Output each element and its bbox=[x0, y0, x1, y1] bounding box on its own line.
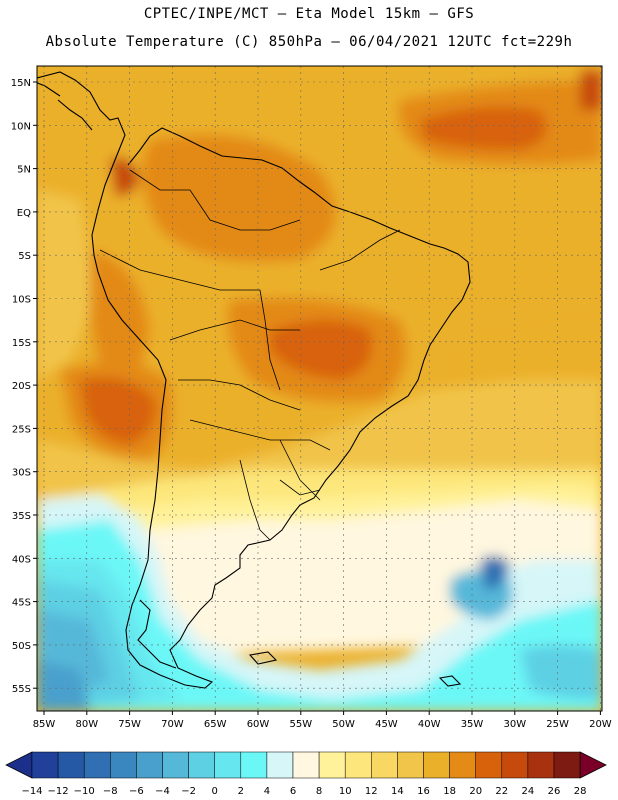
y-tick-label: 20S bbox=[12, 381, 31, 392]
y-tick-label: 5S bbox=[18, 251, 31, 262]
colorbar-swatch bbox=[31, 751, 59, 779]
colorbar-arrow-high bbox=[579, 751, 607, 779]
chart-title-line-2: Absolute Temperature (C) 850hPa – 06/04/… bbox=[45, 34, 573, 50]
x-tick-label: 30W bbox=[503, 719, 526, 730]
colorbar-label: 8 bbox=[316, 786, 322, 797]
x-tick-label: 85W bbox=[33, 719, 56, 730]
y-tick-label: 50S bbox=[12, 641, 31, 652]
x-tick-label: 60W bbox=[247, 719, 270, 730]
x-tick-label: 25W bbox=[546, 719, 569, 730]
map-gridlines bbox=[37, 66, 602, 711]
country-borders bbox=[99, 169, 401, 541]
colorbar-label: 26 bbox=[548, 786, 561, 797]
colorbar-swatch bbox=[214, 751, 242, 779]
colorbar-swatch bbox=[136, 751, 163, 779]
y-tick-label: 10S bbox=[12, 295, 31, 306]
x-tick-label: 20W bbox=[589, 719, 612, 730]
colorbar-label: 16 bbox=[417, 786, 430, 797]
colorbar-swatch bbox=[188, 751, 215, 779]
colorbar-label: −14 bbox=[21, 786, 42, 797]
x-tick-label: 55W bbox=[289, 719, 312, 730]
colorbar-label: 10 bbox=[339, 786, 352, 797]
colorbar-label: 6 bbox=[290, 786, 296, 797]
y-tick-label: 45S bbox=[12, 598, 31, 609]
y-tick-label: 10N bbox=[11, 121, 31, 132]
colorbar-label: 24 bbox=[522, 786, 535, 797]
colorbar-swatch bbox=[110, 751, 137, 779]
colorbar-swatch bbox=[83, 751, 111, 779]
x-tick-label: 50W bbox=[332, 719, 355, 730]
y-tick-label: 15N bbox=[11, 78, 31, 89]
colorbar-label: −6 bbox=[129, 786, 144, 797]
colorbar-swatch bbox=[292, 751, 320, 779]
y-tick-label: 40S bbox=[12, 554, 31, 565]
colorbar-label: 0 bbox=[212, 786, 218, 797]
x-tick-label: 45W bbox=[375, 719, 398, 730]
colorbar-arrow-low bbox=[5, 751, 33, 779]
y-tick-label: 30S bbox=[12, 468, 31, 479]
colorbar-label: 2 bbox=[238, 786, 244, 797]
x-tick-label: 70W bbox=[161, 719, 184, 730]
colorbar-label: −8 bbox=[103, 786, 118, 797]
colorbar-label: 12 bbox=[365, 786, 378, 797]
x-tick-label: 40W bbox=[418, 719, 441, 730]
longitude-axis: 85W 80W 75W 70W 65W 60W 55W 50W 45W 40W 35W 30W 25W 2… bbox=[33, 711, 612, 730]
map-frame bbox=[36, 65, 603, 712]
colorbar-swatch bbox=[553, 751, 581, 779]
colorbar-label: 22 bbox=[495, 786, 508, 797]
chart-title-line-1: CPTEC/INPE/MCT – Eta Model 15km – GFS bbox=[143, 6, 475, 22]
colorbar: −14 −12 −10 −8 −6 −4 −2 0 2 4 6 8 10 12 14 16 18 20 22 24 26… bbox=[5, 751, 607, 797]
colorbar-label: −4 bbox=[155, 786, 170, 797]
x-tick-label: 35W bbox=[461, 719, 484, 730]
colorbar-swatch bbox=[162, 751, 189, 779]
y-tick-label: 15S bbox=[12, 338, 31, 349]
colorbar-swatch bbox=[423, 751, 450, 779]
colorbar-swatch bbox=[318, 751, 346, 779]
y-tick-label: EQ bbox=[17, 208, 31, 219]
x-tick-label: 80W bbox=[75, 719, 98, 730]
colorbar-swatch bbox=[344, 751, 372, 779]
colorbar-label: 18 bbox=[443, 786, 456, 797]
colorbar-swatch bbox=[475, 751, 503, 779]
colorbar-label: −10 bbox=[74, 786, 95, 797]
x-tick-label: 65W bbox=[204, 719, 227, 730]
colorbar-swatch bbox=[57, 751, 85, 779]
colorbar-swatch bbox=[266, 751, 294, 779]
coastline bbox=[37, 71, 471, 689]
colorbar-swatch bbox=[397, 751, 424, 779]
y-tick-label: 5N bbox=[17, 165, 31, 176]
x-tick-label: 75W bbox=[118, 719, 141, 730]
colorbar-label: −2 bbox=[181, 786, 196, 797]
colorbar-swatch bbox=[240, 751, 268, 779]
colorbar-label: 20 bbox=[469, 786, 482, 797]
colorbar-swatch bbox=[527, 751, 555, 779]
y-tick-label: 35S bbox=[12, 511, 31, 522]
y-tick-label: 55S bbox=[12, 684, 31, 695]
colorbar-swatch bbox=[501, 751, 529, 779]
colorbar-label: 14 bbox=[391, 786, 404, 797]
colorbar-label: 28 bbox=[574, 786, 587, 797]
y-tick-label: 25S bbox=[12, 424, 31, 435]
colorbar-label: 4 bbox=[264, 786, 270, 797]
colorbar-label: −12 bbox=[48, 786, 69, 797]
temperature-field bbox=[37, 66, 602, 711]
colorbar-swatch bbox=[449, 751, 476, 779]
latitude-axis: 15N 10N 5N EQ 5S 10S 15S 20S 25S 30S 35S 40S 45S 50S 5… bbox=[11, 78, 37, 695]
colorbar-swatch bbox=[371, 751, 398, 779]
